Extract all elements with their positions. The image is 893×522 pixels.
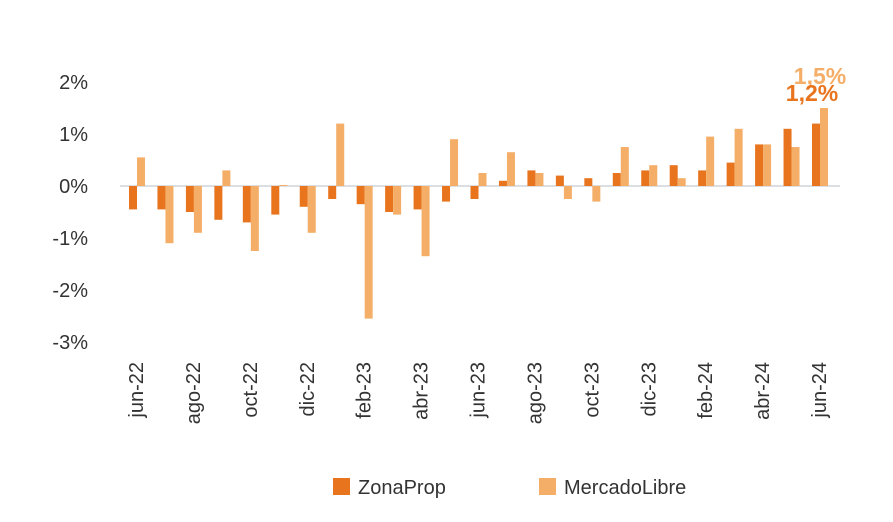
y-tick-label: 1% <box>59 124 88 146</box>
x-tick-label: ago-23 <box>524 362 546 424</box>
bar-zonaprop-oct-23 <box>584 178 593 186</box>
bar-mercadolibre-oct-22 <box>250 186 259 251</box>
legend-swatch-zonaprop <box>333 478 350 495</box>
bar-mercadolibre-may-23 <box>450 139 459 186</box>
bar-zonaprop-jun-22 <box>129 186 137 210</box>
legend-label-mercadolibre: MercadoLibre <box>564 477 686 499</box>
bar-mercadolibre-jul-22 <box>165 186 174 244</box>
bar-zonaprop-jun-23 <box>470 186 479 199</box>
x-tick-label: oct-23 <box>581 362 603 418</box>
bar-zonaprop-dic-22 <box>299 186 308 207</box>
bar-mercadolibre-jun-24 <box>820 108 828 186</box>
bar-zonaprop-ene-23 <box>328 186 337 199</box>
y-tick-label: -3% <box>52 332 88 354</box>
x-tick-label: oct-22 <box>240 362 262 418</box>
legend: ZonaProp MercadoLibre <box>333 477 686 499</box>
bar-mercadolibre-jul-23 <box>506 152 515 186</box>
x-tick-label: abr-24 <box>752 362 774 420</box>
bar-zonaprop-feb-23 <box>356 186 365 205</box>
bars <box>129 108 828 319</box>
bar-mercadolibre-abr-23 <box>421 186 430 257</box>
y-tick-label: -1% <box>52 228 88 250</box>
x-tick-label: ago-22 <box>183 362 205 424</box>
y-tick-label: -2% <box>52 280 88 302</box>
bar-mercadolibre-jun-23 <box>478 173 487 186</box>
bar-mercadolibre-dic-23 <box>649 165 658 186</box>
x-axis: jun-22 ago-22 oct-22 dic-22 feb-23 abr-23 jun-… <box>126 362 831 424</box>
y-tick-label: 2% <box>59 72 88 94</box>
bar-zonaprop-mar-24 <box>726 162 735 186</box>
bar-zonaprop-may-23 <box>442 186 451 202</box>
bar-zonaprop-dic-23 <box>641 170 650 186</box>
bar-zonaprop-sep-22 <box>214 186 223 220</box>
bar-zonaprop-sep-23 <box>555 175 564 186</box>
x-tick-label: feb-23 <box>354 362 376 419</box>
bar-mercadolibre-sep-22 <box>222 170 231 186</box>
bar-mercadolibre-ene-24 <box>677 178 686 186</box>
x-tick-label: dic-23 <box>638 362 660 416</box>
bar-zonaprop-ago-22 <box>185 186 194 212</box>
bar-mercadolibre-mar-24 <box>734 128 743 186</box>
bar-zonaprop-mar-23 <box>385 186 394 212</box>
bar-zonaprop-ago-23 <box>527 170 536 186</box>
bar-mercadolibre-abr-24 <box>763 144 772 186</box>
x-tick-label: jun-23 <box>468 362 490 419</box>
bar-zonaprop-nov-23 <box>612 173 621 186</box>
annotation-mercadolibre: 1,5% <box>794 63 846 89</box>
bar-zonaprop-jun-24 <box>812 123 820 186</box>
bar-mercadolibre-may-24 <box>791 147 800 186</box>
bar-mercadolibre-ene-23 <box>336 123 345 186</box>
bar-zonaprop-nov-22 <box>271 186 280 215</box>
x-tick-label: abr-23 <box>411 362 433 420</box>
bar-zonaprop-jul-23 <box>498 180 507 186</box>
bar-mercadolibre-jun-22 <box>137 157 145 186</box>
x-tick-label: jun-22 <box>126 362 148 419</box>
bar-mercadolibre-nov-22 <box>279 184 288 186</box>
bar-zonaprop-jul-22 <box>157 186 166 210</box>
bar-zonaprop-oct-22 <box>242 186 251 223</box>
bar-mercadolibre-mar-23 <box>393 186 402 215</box>
bar-mercadolibre-feb-23 <box>364 186 373 319</box>
bar-mercadolibre-ago-23 <box>535 173 544 186</box>
bar-mercadolibre-dic-22 <box>307 186 316 233</box>
bar-mercadolibre-oct-23 <box>592 186 601 202</box>
bar-zonaprop-ene-24 <box>669 165 678 186</box>
bar-zonaprop-abr-23 <box>413 186 422 210</box>
bar-zonaprop-may-24 <box>783 128 792 186</box>
bar-zonaprop-abr-24 <box>755 144 764 186</box>
x-tick-label: feb-24 <box>695 362 717 419</box>
x-tick-label: dic-22 <box>297 362 319 416</box>
bar-mercadolibre-sep-23 <box>563 186 572 199</box>
bar-zonaprop-feb-24 <box>698 170 707 186</box>
legend-label-zonaprop: ZonaProp <box>358 477 446 499</box>
y-tick-label: 0% <box>59 176 88 198</box>
bar-mercadolibre-nov-23 <box>620 147 629 186</box>
x-tick-label: jun-24 <box>809 362 831 419</box>
annotation-zonaprop: 1,2% <box>786 80 838 106</box>
bar-mercadolibre-ago-22 <box>193 186 202 233</box>
bar-mercadolibre-feb-24 <box>706 136 715 186</box>
y-axis: 2% 1% 0% -1% -2% -3% <box>52 72 88 354</box>
legend-swatch-mercadolibre <box>539 478 556 495</box>
